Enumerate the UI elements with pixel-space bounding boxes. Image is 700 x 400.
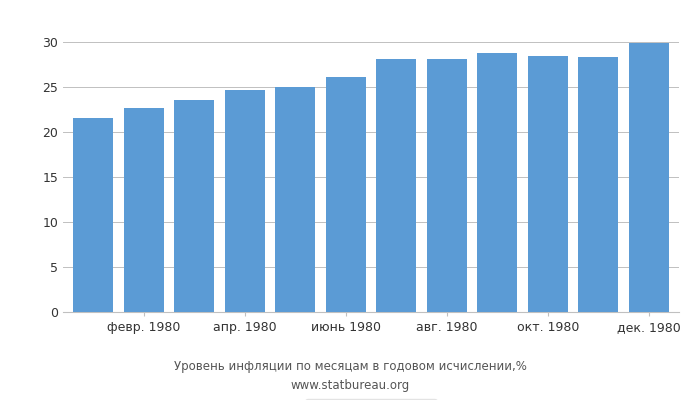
Text: Уровень инфляции по месяцам в годовом исчислении,%: Уровень инфляции по месяцам в годовом ис… [174, 360, 526, 373]
Bar [528, 56, 568, 312]
Bar [73, 118, 113, 312]
Bar [376, 59, 416, 312]
Legend: Мексика, 1980: Мексика, 1980 [305, 399, 437, 400]
Bar [426, 59, 467, 312]
Bar [578, 57, 618, 312]
Bar [174, 100, 214, 312]
Bar [124, 108, 164, 312]
Bar [275, 87, 316, 312]
Bar [629, 43, 669, 312]
Bar [326, 77, 366, 312]
Text: www.statbureau.org: www.statbureau.org [290, 379, 410, 392]
Bar [225, 90, 265, 312]
Bar [477, 53, 517, 312]
